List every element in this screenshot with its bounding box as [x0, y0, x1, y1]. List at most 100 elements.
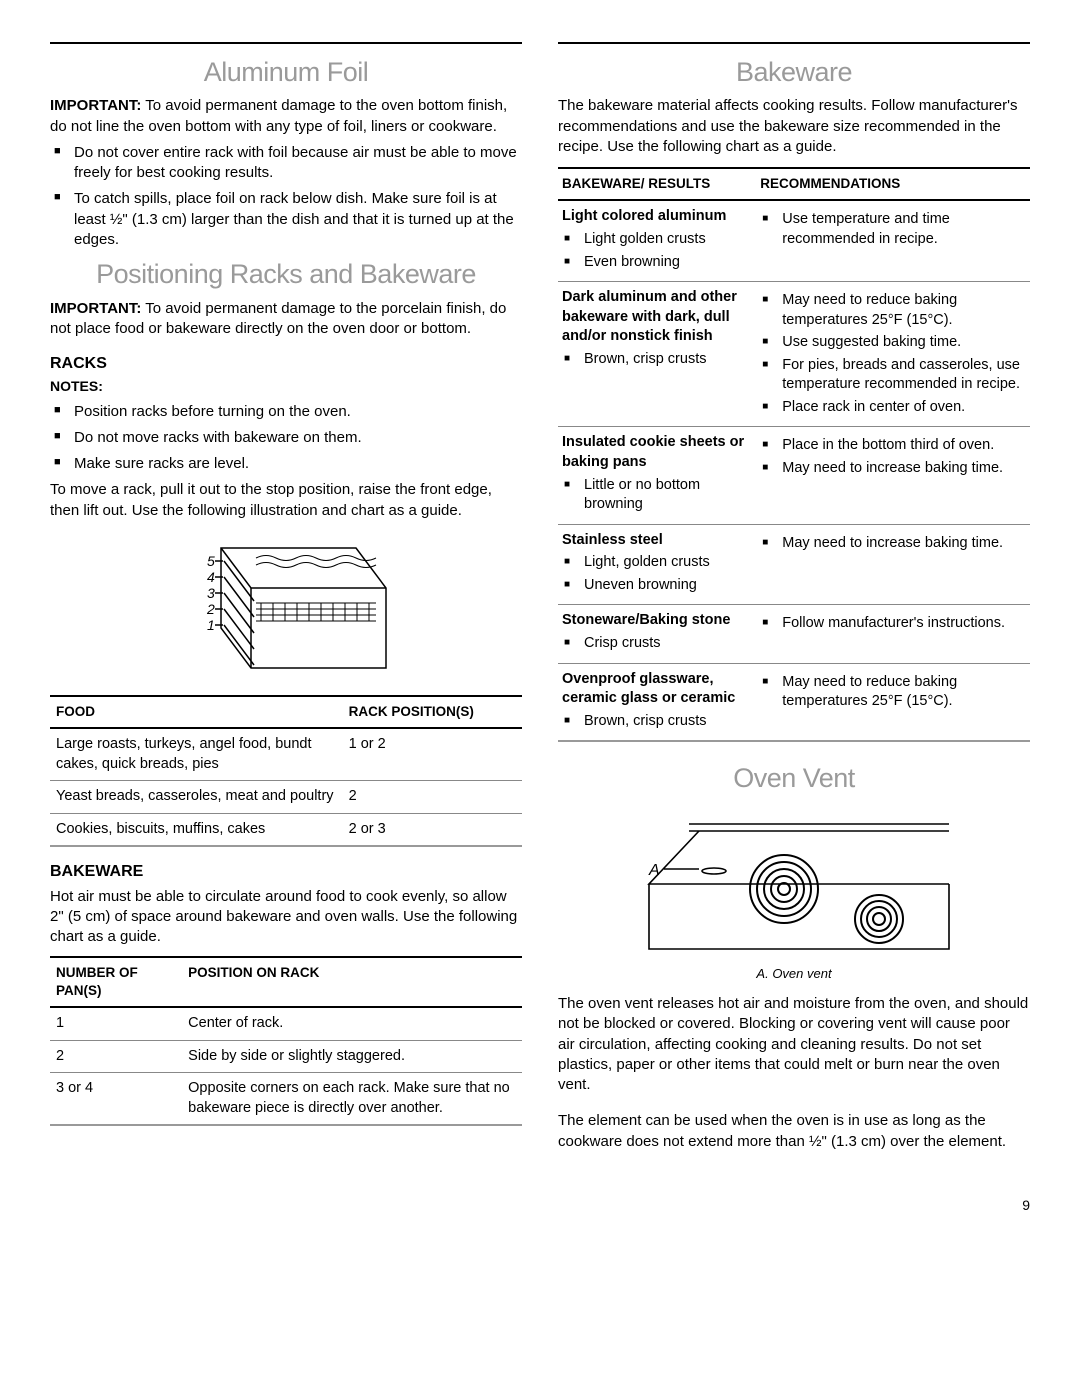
notes-heading: NOTES: — [50, 377, 522, 396]
bake-recs-cell: Place in the bottom third of oven. May n… — [756, 427, 1030, 524]
food-cell: Large roasts, turkeys, angel food, bundt… — [50, 728, 343, 781]
rack-label: 4 — [207, 569, 215, 585]
list-item: Do not cover entire rack with foil becau… — [50, 143, 522, 184]
bake-results-cell: Stoneware/Baking stone Crisp crusts — [558, 605, 756, 663]
list-item: Use suggested baking time. — [760, 333, 1026, 353]
rule-top-right — [558, 42, 1030, 44]
bakeware-heading-left: BAKEWARE — [50, 861, 522, 883]
bake-recs-list: Use temperature and time recommended in … — [760, 210, 1026, 249]
list-item: For pies, breads and casseroles, use tem… — [760, 356, 1026, 395]
list-item: May need to increase baking time. — [760, 534, 1026, 554]
list-item: Brown, crisp crusts — [562, 350, 752, 370]
food-table: FOOD RACK POSITION(S) Large roasts, turk… — [50, 695, 522, 847]
oven-vent-illustration: A — [558, 809, 1030, 983]
left-column: Aluminum Foil IMPORTANT: To avoid perman… — [50, 42, 522, 1156]
list-item: May need to reduce baking temperatures 2… — [760, 291, 1026, 330]
pan-table: NUMBER OF PAN(S) POSITION ON RACK 1Cente… — [50, 956, 522, 1127]
rack-label: 5 — [207, 553, 215, 569]
bake-results-list: Crisp crusts — [562, 634, 752, 654]
aluminum-bullets: Do not cover entire rack with foil becau… — [50, 143, 522, 250]
bake-recs-list: May need to reduce baking temperatures 2… — [760, 673, 1026, 712]
bake-recs-cell: Use temperature and time recommended in … — [756, 200, 1030, 281]
table-row: Yeast breads, casseroles, meat and poult… — [50, 781, 522, 814]
bakeware-intro: The bakeware material affects cooking re… — [558, 96, 1030, 157]
table-row: Large roasts, turkeys, angel food, bundt… — [50, 728, 522, 781]
table-row: 2Side by side or slightly staggered. — [50, 1040, 522, 1073]
rack-label: 3 — [207, 585, 215, 601]
bake-results-cell: Insulated cookie sheets or baking pans L… — [558, 427, 756, 524]
list-item: Use temperature and time recommended in … — [760, 210, 1026, 249]
oven-vent-svg: A — [629, 809, 959, 959]
important-label: IMPORTANT: — [50, 300, 141, 317]
bake-results-cell: Dark aluminum and other bakeware with da… — [558, 282, 756, 427]
pan-cell: 2 — [50, 1040, 182, 1073]
move-rack-text: To move a rack, pull it out to the stop … — [50, 480, 522, 521]
bake-results-list: Little or no bottom browning — [562, 476, 752, 515]
bake-head: Stoneware/Baking stone — [562, 611, 752, 631]
vent-label: A — [648, 862, 660, 879]
pan-cell: 3 or 4 — [50, 1073, 182, 1126]
table-header-food: FOOD — [50, 696, 343, 728]
racks-heading: RACKS — [50, 353, 522, 375]
list-item: Light, golden crusts — [562, 553, 752, 573]
list-item: Place in the bottom third of oven. — [760, 436, 1026, 456]
aluminum-important: IMPORTANT: To avoid permanent damage to … — [50, 96, 522, 137]
page-number: 9 — [50, 1196, 1030, 1215]
bake-recs-list: May need to reduce baking temperatures 2… — [760, 291, 1026, 417]
bake-results-list: Brown, crisp crusts — [562, 350, 752, 370]
rack-label: 2 — [206, 601, 215, 617]
table-row: Insulated cookie sheets or baking pans L… — [558, 427, 1030, 524]
page-root: Aluminum Foil IMPORTANT: To avoid perman… — [50, 42, 1030, 1156]
table-row: 1Center of rack. — [50, 1007, 522, 1040]
rule-top-left — [50, 42, 522, 44]
table-header-rackpos: RACK POSITION(S) — [343, 696, 522, 728]
bake-results-list: Light golden crusts Even browning — [562, 230, 752, 272]
pan-cell: 1 — [50, 1007, 182, 1040]
bake-results-cell: Ovenproof glassware, ceramic glass or ce… — [558, 663, 756, 741]
positioning-important: IMPORTANT: To avoid permanent damage to … — [50, 299, 522, 340]
list-item: Position racks before turning on the ove… — [50, 402, 522, 422]
list-item: Brown, crisp crusts — [562, 712, 752, 732]
bake-header-results: BAKEWARE/ RESULTS — [558, 168, 756, 200]
bake-recs-cell: May need to reduce baking temperatures 2… — [756, 282, 1030, 427]
heading-aluminum-foil: Aluminum Foil — [50, 54, 522, 90]
important-label: IMPORTANT: — [50, 97, 141, 114]
bake-results-cell: Light colored aluminum Light golden crus… — [558, 200, 756, 281]
bake-recs-cell: Follow manufacturer's instructions. — [756, 605, 1030, 663]
list-item: May need to reduce baking temperatures 2… — [760, 673, 1026, 712]
list-item: Light golden crusts — [562, 230, 752, 250]
bake-head: Light colored aluminum — [562, 207, 752, 227]
bake-recs-cell: May need to increase baking time. — [756, 524, 1030, 605]
bake-head: Stainless steel — [562, 531, 752, 551]
list-item: Crisp crusts — [562, 634, 752, 654]
oven-vent-p1: The oven vent releases hot air and moist… — [558, 994, 1030, 1095]
table-row: Light colored aluminum Light golden crus… — [558, 200, 1030, 281]
list-item: Uneven browning — [562, 576, 752, 596]
bake-results-cell: Stainless steel Light, golden crusts Une… — [558, 524, 756, 605]
bake-header-recs: RECOMMENDATIONS — [756, 168, 1030, 200]
panpos-cell: Center of rack. — [182, 1007, 522, 1040]
panpos-cell: Opposite corners on each rack. Make sure… — [182, 1073, 522, 1126]
list-item: May need to increase baking time. — [760, 459, 1026, 479]
right-column: Bakeware The bakeware material affects c… — [558, 42, 1030, 1156]
bake-head: Dark aluminum and other bakeware with da… — [562, 288, 752, 347]
table-row: Cookies, biscuits, muffins, cakes2 or 3 — [50, 813, 522, 846]
panpos-cell: Side by side or slightly staggered. — [182, 1040, 522, 1073]
list-item: Even browning — [562, 253, 752, 273]
bakeware-table: BAKEWARE/ RESULTS RECOMMENDATIONS Light … — [558, 167, 1030, 742]
list-item: Make sure racks are level. — [50, 454, 522, 474]
oven-vent-p2: The element can be used when the oven is… — [558, 1111, 1030, 1152]
oven-rack-svg: 5 4 3 2 1 — [171, 533, 401, 683]
table-header-panpos: POSITION ON RACK — [182, 957, 522, 1007]
heading-bakeware: Bakeware — [558, 54, 1030, 90]
bake-head: Insulated cookie sheets or baking pans — [562, 433, 752, 472]
bake-recs-cell: May need to reduce baking temperatures 2… — [756, 663, 1030, 741]
table-row: Ovenproof glassware, ceramic glass or ce… — [558, 663, 1030, 741]
heading-positioning: Positioning Racks and Bakeware — [50, 256, 522, 292]
table-row: Stainless steel Light, golden crusts Une… — [558, 524, 1030, 605]
rack-label: 1 — [207, 617, 215, 633]
table-header-panno: NUMBER OF PAN(S) — [50, 957, 182, 1007]
bake-head: Ovenproof glassware, ceramic glass or ce… — [562, 670, 752, 709]
bake-results-list: Light, golden crusts Uneven browning — [562, 553, 752, 595]
pos-cell: 1 or 2 — [343, 728, 522, 781]
